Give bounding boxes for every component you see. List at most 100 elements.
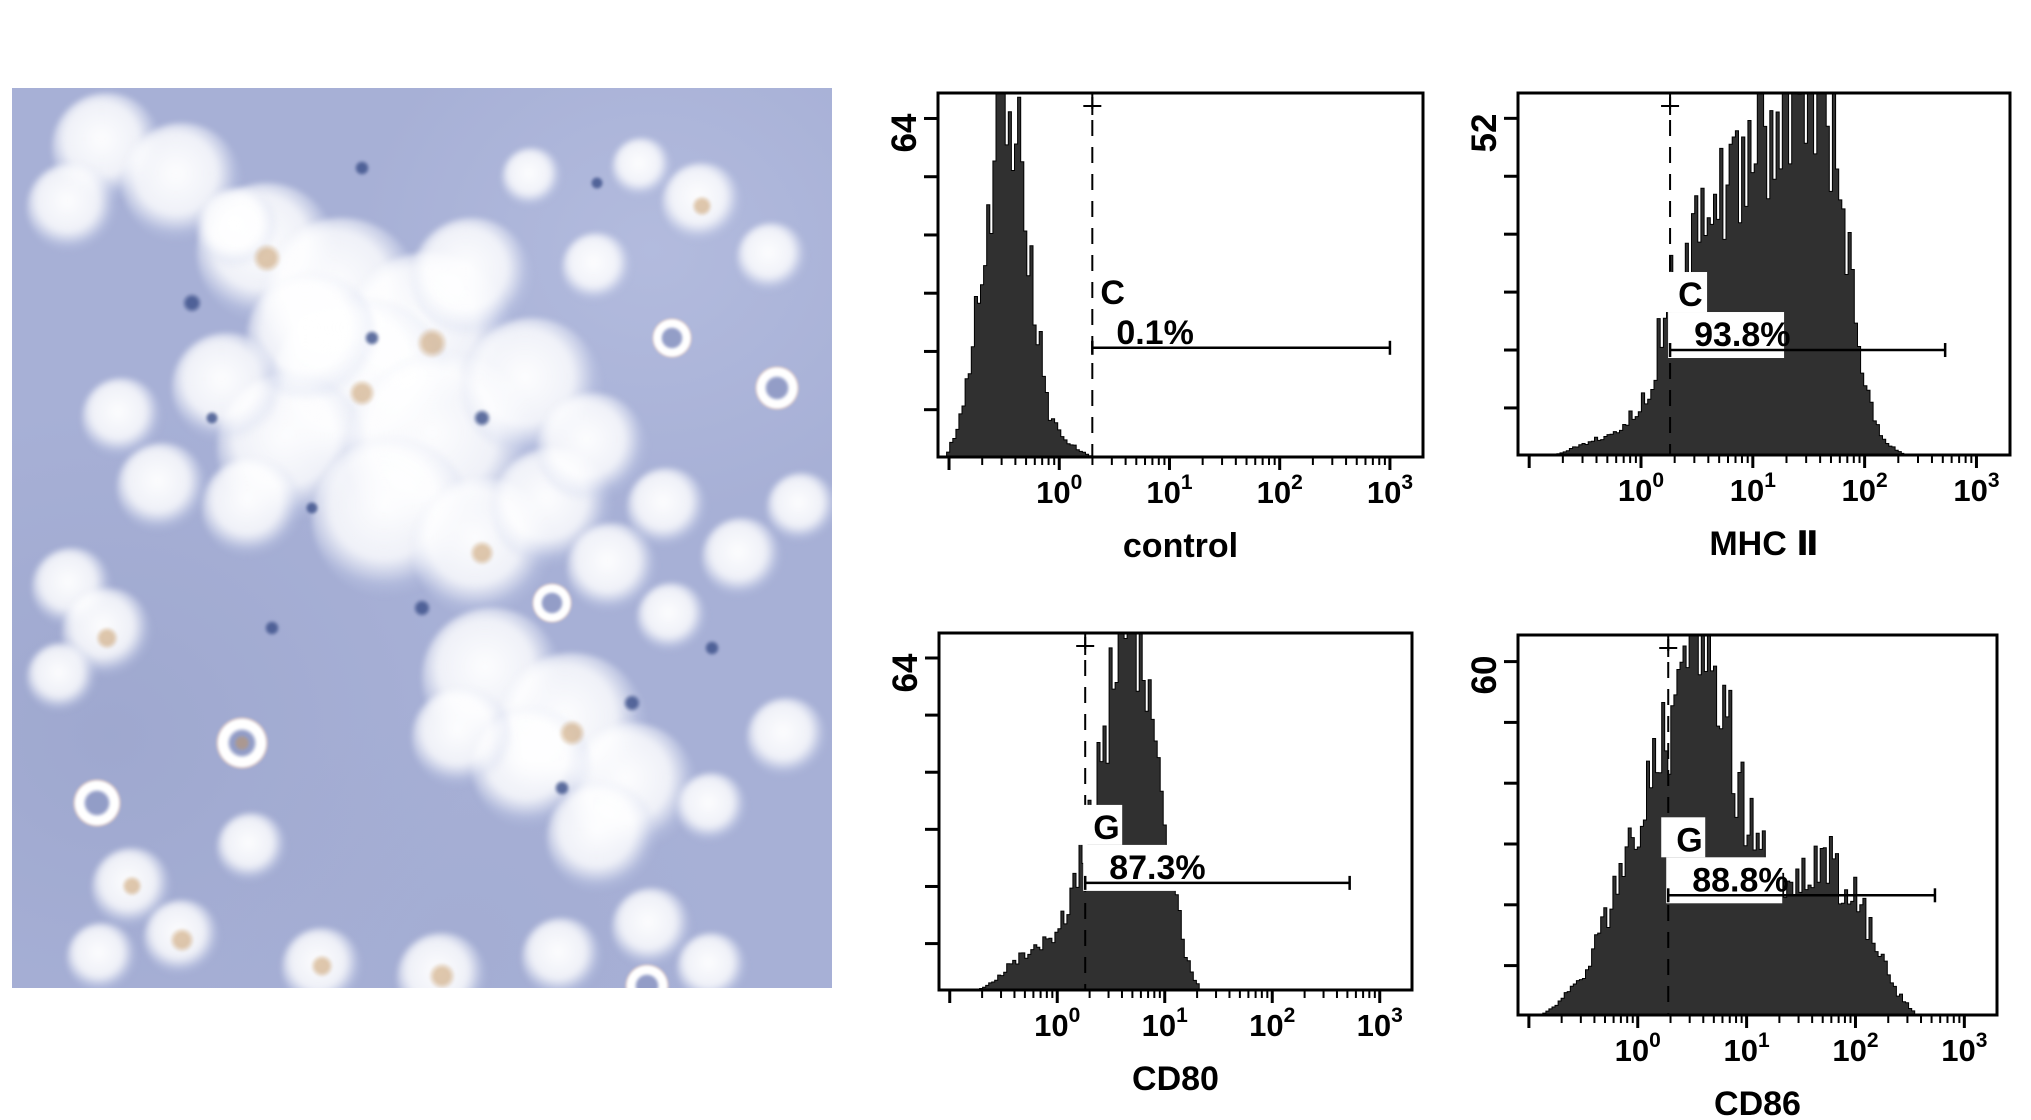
cell-pigment-grain xyxy=(429,963,455,988)
x-tick-label: 103 xyxy=(1367,471,1413,510)
cell-pigment-grain xyxy=(470,541,494,565)
panel-cd80: G87.3% 100 101 102 103 64 CD80 xyxy=(886,631,1414,1098)
x-tick-label: 100 xyxy=(1036,471,1082,510)
marker-name-label: G xyxy=(1093,809,1119,847)
plot-frame xyxy=(1516,91,2012,457)
cell-blob xyxy=(747,698,827,778)
cell-ring xyxy=(652,318,692,358)
cell-nucleus-speck xyxy=(590,176,604,190)
cell-pigment-grain xyxy=(559,720,585,746)
cell-blob xyxy=(82,378,162,458)
cell-nucleus-speck xyxy=(623,694,641,712)
cell-blob xyxy=(537,393,647,503)
cell-blob xyxy=(677,773,747,843)
cell-blob xyxy=(612,138,672,198)
x-tick-label: 102 xyxy=(1257,471,1303,510)
x-tick-label: 103 xyxy=(1941,1029,1987,1068)
cell-nucleus-speck xyxy=(413,599,431,617)
panel-cd86: G88.8% 100 101 102 103 60 CD86 xyxy=(1465,633,1999,1120)
cell-pigment-grain xyxy=(170,928,194,952)
marker-name-label: C xyxy=(1100,274,1125,312)
plot-frame xyxy=(936,91,1425,459)
cell-pigment-grain xyxy=(311,955,333,977)
cell-pigment-grain xyxy=(692,196,712,216)
cell-blob xyxy=(27,643,97,713)
marker-name-label: C xyxy=(1678,276,1703,314)
cell-nucleus-speck xyxy=(554,780,570,796)
marker-name-box xyxy=(1078,804,1123,845)
x-tick-label: 101 xyxy=(1724,1029,1770,1068)
x-tick-label: 102 xyxy=(1832,1029,1878,1068)
marker-percent-label: 88.8% xyxy=(1692,861,1788,899)
cell-pigment-grain xyxy=(96,627,118,649)
panel-control: C0.1% 100 101 102 103 64 control xyxy=(885,91,1425,565)
x-tick-label: 102 xyxy=(1249,1004,1295,1043)
x-tick-label: 100 xyxy=(1615,1029,1661,1068)
cell-nucleus-speck xyxy=(182,293,202,313)
cell-nucleus-speck xyxy=(205,411,219,425)
count-axis-label: 60 xyxy=(1465,656,1504,695)
histogram-area xyxy=(1539,634,1916,1016)
cell-ring xyxy=(73,779,121,827)
plot-frame xyxy=(937,631,1414,992)
panel-title: CD80 xyxy=(1132,1060,1219,1098)
x-tick-label: 101 xyxy=(1142,1004,1188,1043)
cell-blob xyxy=(172,333,282,443)
cell-blob xyxy=(627,468,707,548)
plot-frame xyxy=(1516,633,1999,1017)
cell-nucleus-speck xyxy=(264,620,280,636)
cell-blob xyxy=(547,783,657,893)
x-tick-label: 103 xyxy=(1357,1004,1403,1043)
cell-blob xyxy=(522,918,602,988)
x-tick-label: 102 xyxy=(1842,469,1888,508)
cell-blob xyxy=(117,443,207,533)
x-tick-label: 100 xyxy=(1034,1004,1080,1043)
cell-pigment-grain xyxy=(349,380,375,406)
cell-blob xyxy=(217,813,287,883)
marker-percent-label: 0.1% xyxy=(1116,314,1194,352)
cell-pigment-grain xyxy=(234,735,250,751)
x-tick-label: 100 xyxy=(1618,469,1664,508)
panel-title: MHC Ⅱ xyxy=(1709,525,1818,563)
cell-blob xyxy=(412,688,512,788)
marker-name-box xyxy=(1661,817,1706,858)
cell-pigment-grain xyxy=(122,876,142,896)
cell-blob xyxy=(677,933,747,988)
cell-blob xyxy=(767,473,832,543)
panel-title: control xyxy=(1123,527,1238,565)
x-tick-label: 103 xyxy=(1953,469,1999,508)
x-tick-label: 101 xyxy=(1730,469,1776,508)
cell-blob xyxy=(67,923,137,988)
cell-blob xyxy=(562,233,632,303)
cell-blob xyxy=(737,223,807,293)
cell-nucleus-speck xyxy=(305,501,319,515)
histogram-area xyxy=(1553,92,1905,456)
marker-name-box xyxy=(1663,272,1708,313)
cell-nucleus-speck xyxy=(364,330,380,346)
cell-pigment-grain xyxy=(417,328,447,358)
cell-ring xyxy=(532,583,572,623)
panel-title: CD86 xyxy=(1714,1085,1801,1120)
cell-blob xyxy=(702,518,782,598)
micrograph-panel xyxy=(12,88,832,988)
marker-percent-label: 87.3% xyxy=(1109,849,1205,887)
histogram-area xyxy=(943,92,1093,458)
cell-nucleus-speck xyxy=(704,640,720,656)
cell-nucleus-speck xyxy=(473,409,491,427)
count-axis-label: 64 xyxy=(886,653,925,692)
cell-ring xyxy=(755,366,799,410)
cell-blob xyxy=(412,218,532,338)
cell-blob xyxy=(502,148,562,208)
marker-percent-label: 93.8% xyxy=(1694,316,1790,354)
x-tick-label: 101 xyxy=(1146,471,1192,510)
cell-blob xyxy=(637,583,707,653)
cell-pigment-grain xyxy=(253,244,281,272)
cell-nucleus-speck xyxy=(354,160,370,176)
count-axis-label: 64 xyxy=(885,113,924,152)
cell-blob xyxy=(202,458,302,558)
cell-blob xyxy=(27,163,117,253)
panel-mhc2: C93.8% 100 101 102 103 52 MHC Ⅱ xyxy=(1465,91,2012,563)
marker-name-label: G xyxy=(1676,821,1702,859)
